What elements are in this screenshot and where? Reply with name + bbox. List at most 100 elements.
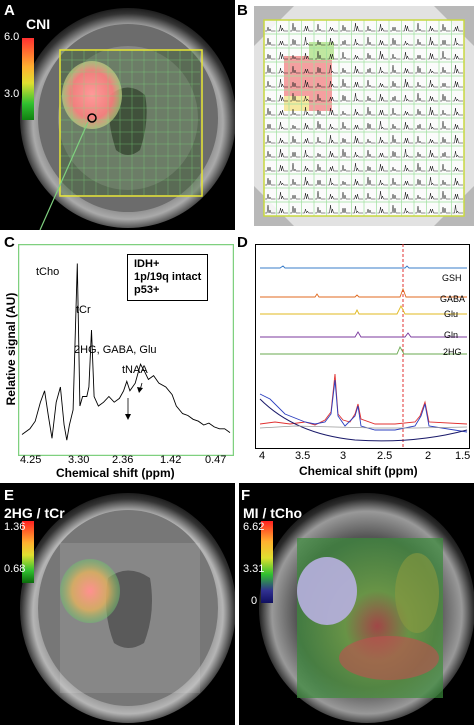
gsh-line (260, 265, 467, 269)
voxel-spectrum (352, 162, 363, 172)
voxel-spectrum (402, 180, 413, 186)
voxel-spectrum (402, 121, 413, 130)
voxel-spectrum (265, 37, 276, 46)
voxel-spectrum (352, 92, 363, 102)
panel-d: D GSH GABA Glu Gln 2HG 4 3.5 3 2.5 2 1.5… (237, 232, 474, 480)
voxel-spectrum (427, 149, 438, 158)
colorbar-mid-f: 3.31 (243, 563, 265, 575)
panel-letter-f: F (241, 487, 251, 504)
voxel-spectrum (365, 208, 376, 214)
voxel-spectrum (315, 82, 326, 88)
voxel-spectrum (452, 96, 463, 102)
voxel-spectrum (427, 138, 438, 144)
baseline-line (259, 398, 468, 442)
voxel-spectrum (265, 26, 276, 32)
voxel-spectrum (352, 135, 363, 144)
voxel-spectrum (452, 150, 463, 158)
voxel-spectrum (327, 26, 338, 32)
panel-letter-c: C (4, 234, 15, 251)
panel-e: E 2HG / tCr 1.36 0.68 (0, 483, 235, 725)
voxel-spectrum (277, 40, 288, 46)
voxel-spectrum (302, 208, 313, 214)
voxel-spectrum (415, 54, 426, 60)
voxel-spectrum (365, 25, 376, 32)
voxel-spectrum (277, 67, 288, 74)
voxel-spectrum (377, 206, 388, 214)
colorbar-mid-e: 0.68 (4, 563, 26, 575)
voxel-spectrum (340, 148, 351, 158)
panel-letter-a: A (4, 2, 15, 19)
voxel-spectrum (440, 206, 451, 214)
voxel-spectrum (277, 207, 288, 214)
voxel-spectrum (390, 134, 401, 144)
voxel-spectrum (277, 51, 288, 60)
voxel-spectrum (390, 64, 401, 74)
voxel-spectrum (377, 120, 388, 130)
voxel-spectrum (440, 23, 451, 32)
voxel-spectrum (440, 179, 451, 186)
voxel-spectrum (390, 95, 401, 102)
voxel-spectrum (265, 150, 276, 158)
voxel-spectrum (415, 123, 426, 130)
voxel-spectrum (365, 122, 376, 130)
peak-label-hg: 2HG, GABA, Glu (74, 344, 157, 356)
voxel-spectrum (327, 165, 338, 172)
voxel-spectrum (402, 67, 413, 74)
voxel-spectrum (265, 107, 276, 116)
voxel-spectrum (265, 80, 276, 88)
voxel-spectrum (427, 106, 438, 116)
brain-mri-mi-graphic (259, 493, 474, 723)
voxel-spectrum (340, 67, 351, 74)
voxel-spectrum (427, 52, 438, 60)
voxel-spectrum (315, 93, 326, 102)
voxel-spectrum (277, 109, 288, 116)
voxel-spectrum (390, 80, 401, 88)
y-axis-title-c: Relative signal (AU) (4, 292, 18, 406)
panel-letter-e: E (4, 487, 15, 504)
voxel-spectrum (415, 151, 426, 158)
metab-label-glu: Glu (444, 309, 459, 319)
voxel-spectrum (290, 92, 301, 102)
voxel-spectrum (340, 51, 351, 60)
voxel-spectrum (377, 179, 388, 186)
voxel-spectrum (440, 163, 451, 172)
voxel-spectrum (377, 50, 388, 60)
voxel-spectrum (352, 54, 363, 60)
panel-f: F MI / tCho 6.62 3.31 0 (239, 483, 474, 725)
voxel-spectrum (327, 64, 338, 74)
panel-letter-d: D (237, 234, 248, 251)
voxel-spectrum (415, 65, 426, 74)
voxel-spectrum (315, 23, 326, 32)
x-tick-d-5: 2 (425, 450, 432, 462)
voxel-spectrum (290, 178, 301, 186)
peak-label-tnaa: tNAA (122, 364, 148, 376)
voxel-spectrum (265, 96, 276, 102)
voxel-spectrum (415, 38, 426, 46)
voxel-spectrum (427, 208, 438, 214)
voxel-spectrum (315, 136, 326, 144)
voxel-spectrum (427, 192, 438, 200)
voxel-spectrum (452, 177, 463, 186)
voxel-spectrum (452, 134, 463, 144)
voxel-spectrum (440, 66, 451, 74)
voxel-spectrum (277, 121, 288, 130)
colorbar-max-a: 6.0 (4, 31, 20, 43)
voxel-spectrum (365, 67, 376, 74)
voxel-spectrum (302, 165, 313, 172)
voxel-spectrum (365, 176, 376, 186)
voxel-spectrum (327, 150, 338, 158)
voxel-spectrum (440, 190, 451, 200)
voxel-spectrum (365, 138, 376, 144)
voxel-spectrum (265, 64, 276, 74)
voxel-spectrum (327, 80, 338, 88)
panel-b: B (237, 0, 474, 230)
genotype-legend: IDH+ 1p/19q intact p53+ (127, 254, 209, 301)
voxel-spectrum (302, 52, 313, 60)
voxel-spectrum (440, 109, 451, 116)
voxel-spectrum (352, 81, 363, 88)
voxel-spectrum (290, 54, 301, 60)
voxel-spectrum (452, 25, 463, 32)
voxel-spectrum (390, 53, 401, 60)
voxel-spectrum (352, 124, 363, 130)
glu-line (260, 304, 467, 315)
